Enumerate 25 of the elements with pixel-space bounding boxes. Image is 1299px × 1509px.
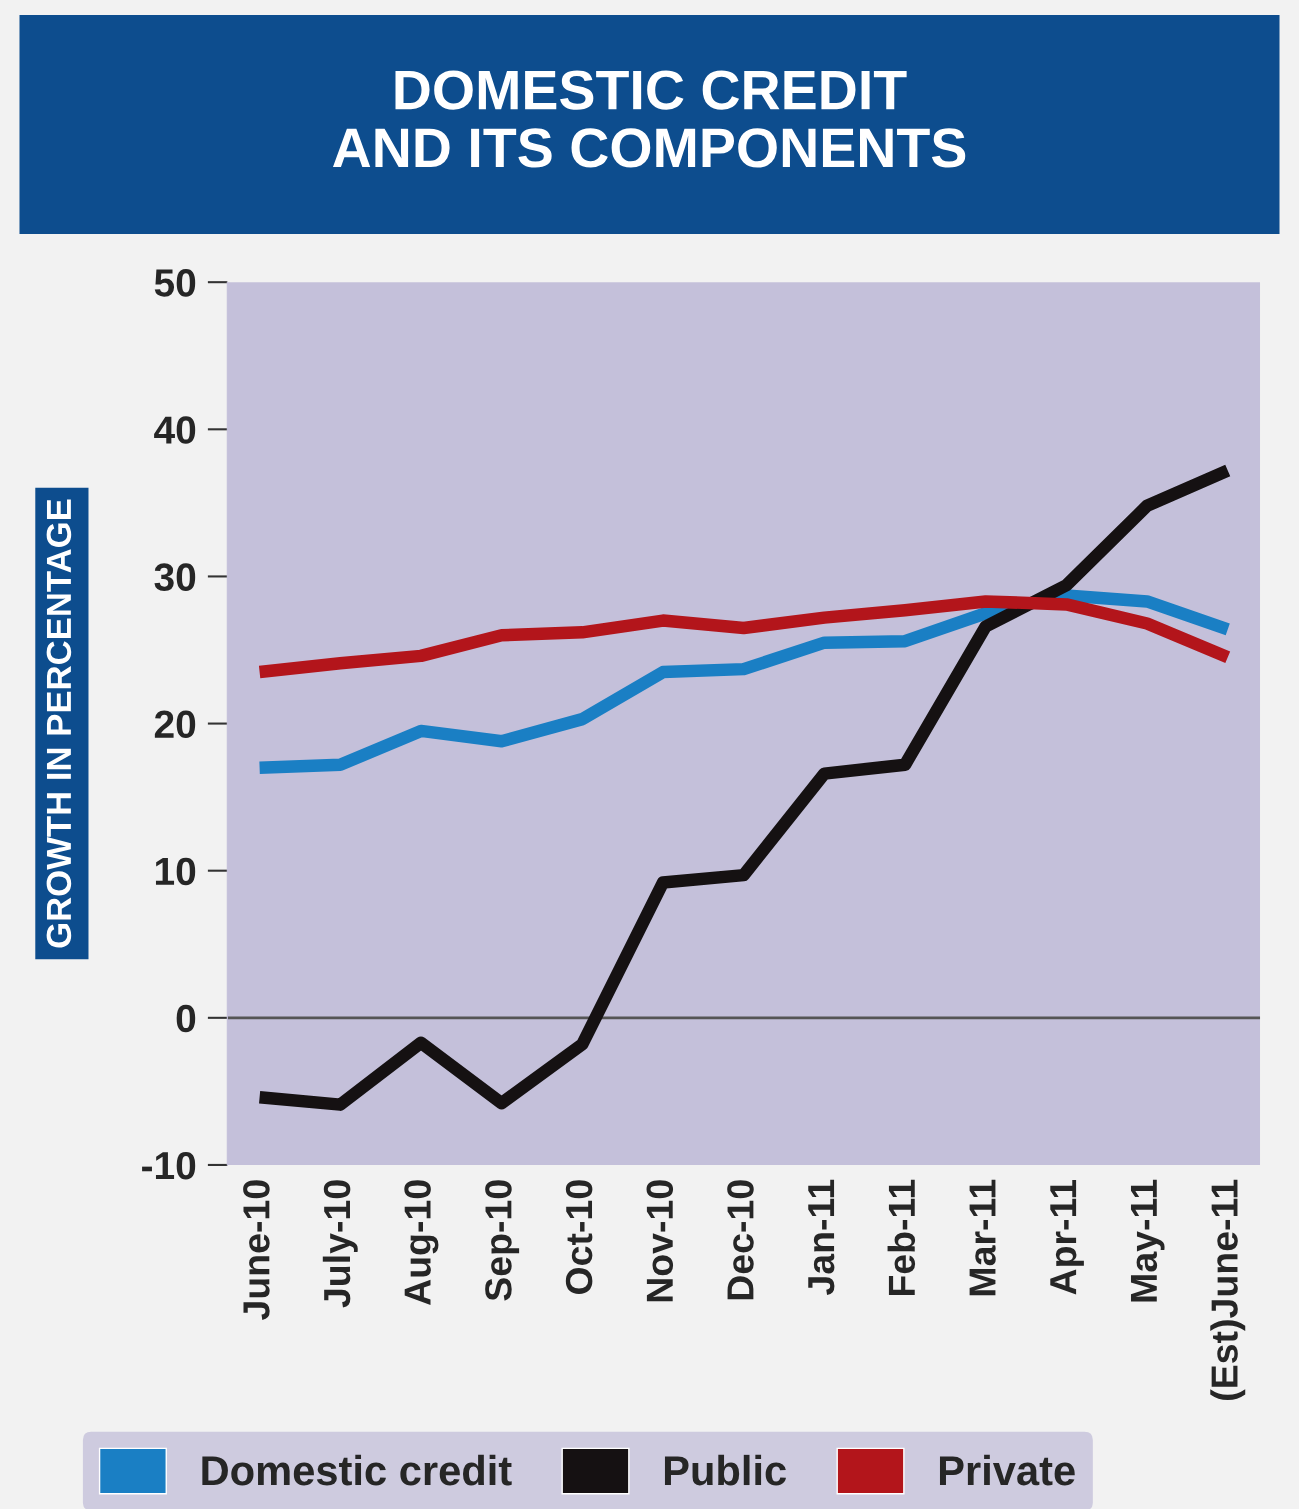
x-tick-label: Apr-11: [1050, 1179, 1084, 1295]
x-tick-label: Nov-10: [646, 1180, 674, 1302]
x-tick-label: June-10: [243, 1180, 270, 1320]
y-tick-label: 50: [154, 269, 196, 297]
x-tick-label: Oct-10: [565, 1180, 593, 1294]
legend-label: Public: [664, 1454, 786, 1486]
y-tick-label: -10: [142, 1151, 196, 1180]
legend-label: Private: [939, 1454, 1075, 1486]
x-tick-label: Feb-11: [887, 1179, 916, 1296]
x-tick-label: July-10: [322, 1180, 358, 1308]
y-tick-label: 40: [154, 416, 196, 444]
y-tick-label: 0: [176, 1004, 196, 1033]
x-tick-label: (Est)June-11: [1210, 1179, 1246, 1400]
y-tick-label: 20: [154, 710, 196, 739]
y-axis-title: GROWTH IN PERCENTAGE: [46, 499, 72, 948]
chart-title: DOMESTIC CREDIT AND ITS COMPONENTS: [332, 70, 966, 168]
y-tick-label: 10: [155, 857, 196, 886]
legend-label: Domestic credit: [202, 1454, 512, 1486]
x-tick-label: Mar-11: [969, 1179, 996, 1296]
x-tick-label: Dec-10: [727, 1180, 754, 1300]
y-tick-label: 30: [154, 563, 196, 591]
x-tick-label: Jan-11: [808, 1179, 835, 1296]
x-tick-label: Sep-10: [485, 1180, 520, 1301]
x-tick-label: Aug-10: [404, 1180, 439, 1305]
x-tick-label: May-11: [1130, 1179, 1165, 1302]
